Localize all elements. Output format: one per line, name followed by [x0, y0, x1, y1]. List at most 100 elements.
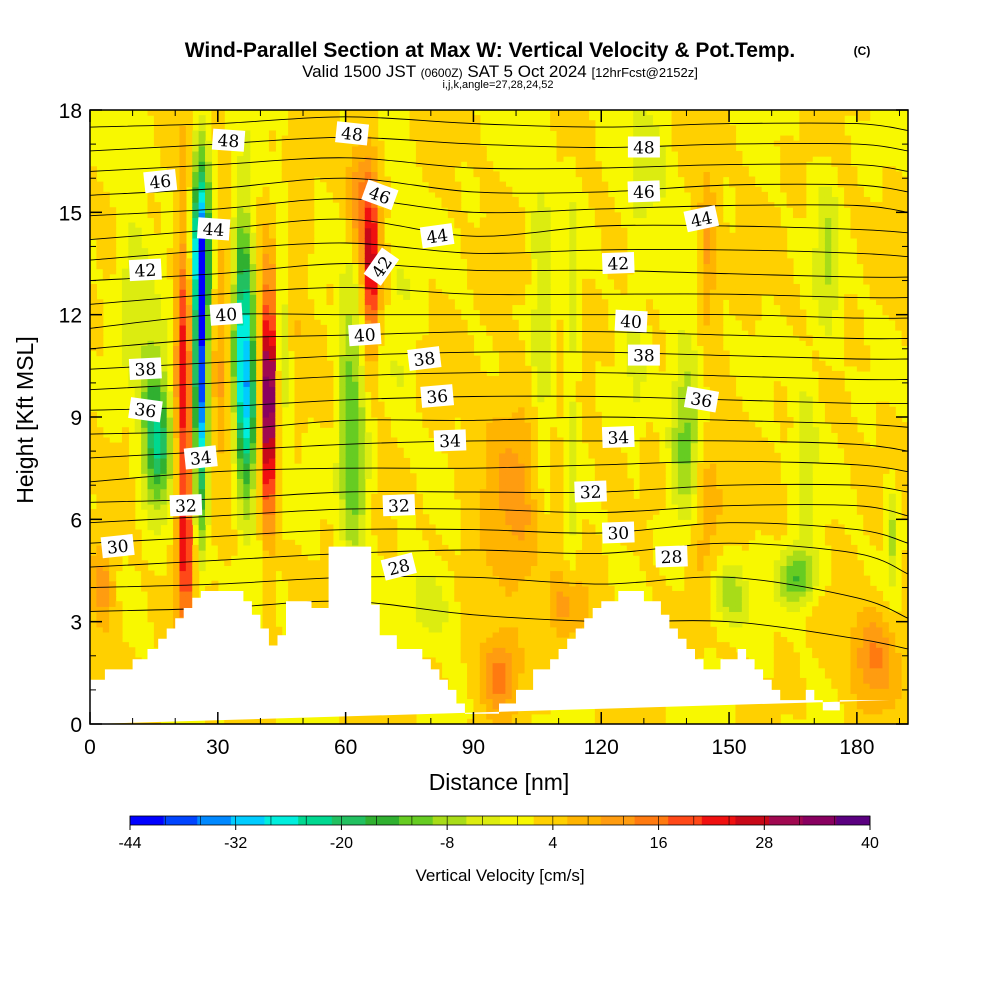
w-cell [96, 606, 104, 613]
w-cell [435, 181, 443, 188]
w-cell [160, 140, 168, 147]
w-cell [90, 304, 97, 311]
w-cell [268, 406, 276, 413]
w-cell [185, 176, 193, 183]
w-cell [505, 509, 513, 515]
w-cell [160, 468, 168, 474]
w-cell [352, 304, 360, 311]
w-cell [198, 498, 206, 505]
w-cell [364, 350, 372, 357]
w-cell [447, 565, 455, 572]
w-cell [505, 442, 513, 449]
w-cell [326, 294, 334, 300]
w-cell [479, 534, 487, 541]
w-cell [236, 258, 244, 265]
w-cell [147, 335, 155, 341]
w-cell [479, 196, 487, 203]
w-cell [371, 319, 379, 326]
w-cell [275, 498, 283, 505]
w-cell [486, 422, 494, 428]
w-cell [96, 340, 104, 346]
w-cell [256, 488, 264, 495]
w-cell [294, 406, 302, 413]
w-cell [447, 319, 455, 326]
w-cell [358, 473, 366, 479]
w-cell [390, 463, 398, 469]
w-cell [326, 360, 334, 367]
w-cell [217, 514, 225, 520]
w-cell [281, 304, 289, 311]
w-cell [352, 463, 360, 469]
w-cell [352, 243, 360, 249]
w-cell [243, 273, 251, 280]
w-cell [166, 125, 174, 132]
w-cell [90, 422, 97, 428]
w-cell [166, 575, 174, 582]
w-cell [473, 268, 481, 275]
w-cell [390, 524, 398, 531]
w-cell [307, 376, 315, 382]
w-cell [447, 207, 455, 213]
w-cell [479, 524, 487, 531]
w-cell [121, 294, 129, 300]
w-cell [224, 473, 232, 479]
w-cell [473, 529, 481, 536]
w-cell [96, 442, 104, 449]
w-cell [486, 560, 494, 566]
w-cell [147, 606, 155, 613]
w-cell [185, 427, 193, 433]
w-cell [243, 396, 251, 403]
w-cell [454, 191, 462, 198]
w-cell [345, 289, 353, 295]
w-cell [447, 166, 455, 172]
w-cell [236, 488, 244, 495]
w-cell [467, 488, 475, 495]
w-cell [467, 427, 475, 433]
w-cell [345, 539, 353, 546]
w-cell [96, 432, 104, 439]
w-cell [294, 289, 302, 295]
w-cell [102, 529, 110, 536]
w-cell [339, 345, 347, 352]
w-cell [505, 427, 513, 433]
w-cell [109, 560, 117, 566]
w-cell [96, 222, 104, 229]
w-cell [134, 227, 142, 234]
w-cell [467, 555, 475, 561]
w-cell [460, 381, 468, 387]
w-cell [256, 432, 264, 439]
w-cell [307, 324, 315, 331]
w-cell [486, 647, 494, 653]
w-cell [396, 457, 404, 464]
w-cell [352, 406, 360, 413]
w-cell [447, 171, 455, 178]
w-cell [300, 243, 308, 249]
w-cell [460, 145, 468, 152]
w-cell [153, 575, 161, 582]
w-cell [358, 171, 366, 178]
w-cell [268, 381, 276, 387]
w-cell [153, 488, 161, 495]
w-cell [153, 391, 161, 398]
w-cell [173, 217, 181, 224]
w-cell [364, 150, 372, 157]
w-cell [505, 365, 513, 372]
w-cell [153, 115, 161, 121]
w-cell [166, 452, 174, 459]
w-cell [352, 370, 360, 377]
w-cell [262, 273, 270, 280]
w-cell [173, 350, 181, 357]
w-cell [339, 524, 347, 531]
w-cell [90, 534, 97, 541]
w-cell [505, 376, 513, 382]
w-cell [281, 396, 289, 403]
w-cell [173, 243, 181, 249]
w-cell [492, 606, 500, 613]
w-cell [128, 319, 136, 326]
w-cell [153, 483, 161, 490]
w-cell [160, 386, 168, 393]
w-cell [109, 488, 117, 495]
w-cell [435, 606, 443, 613]
w-cell [505, 657, 513, 664]
w-cell [352, 217, 360, 224]
